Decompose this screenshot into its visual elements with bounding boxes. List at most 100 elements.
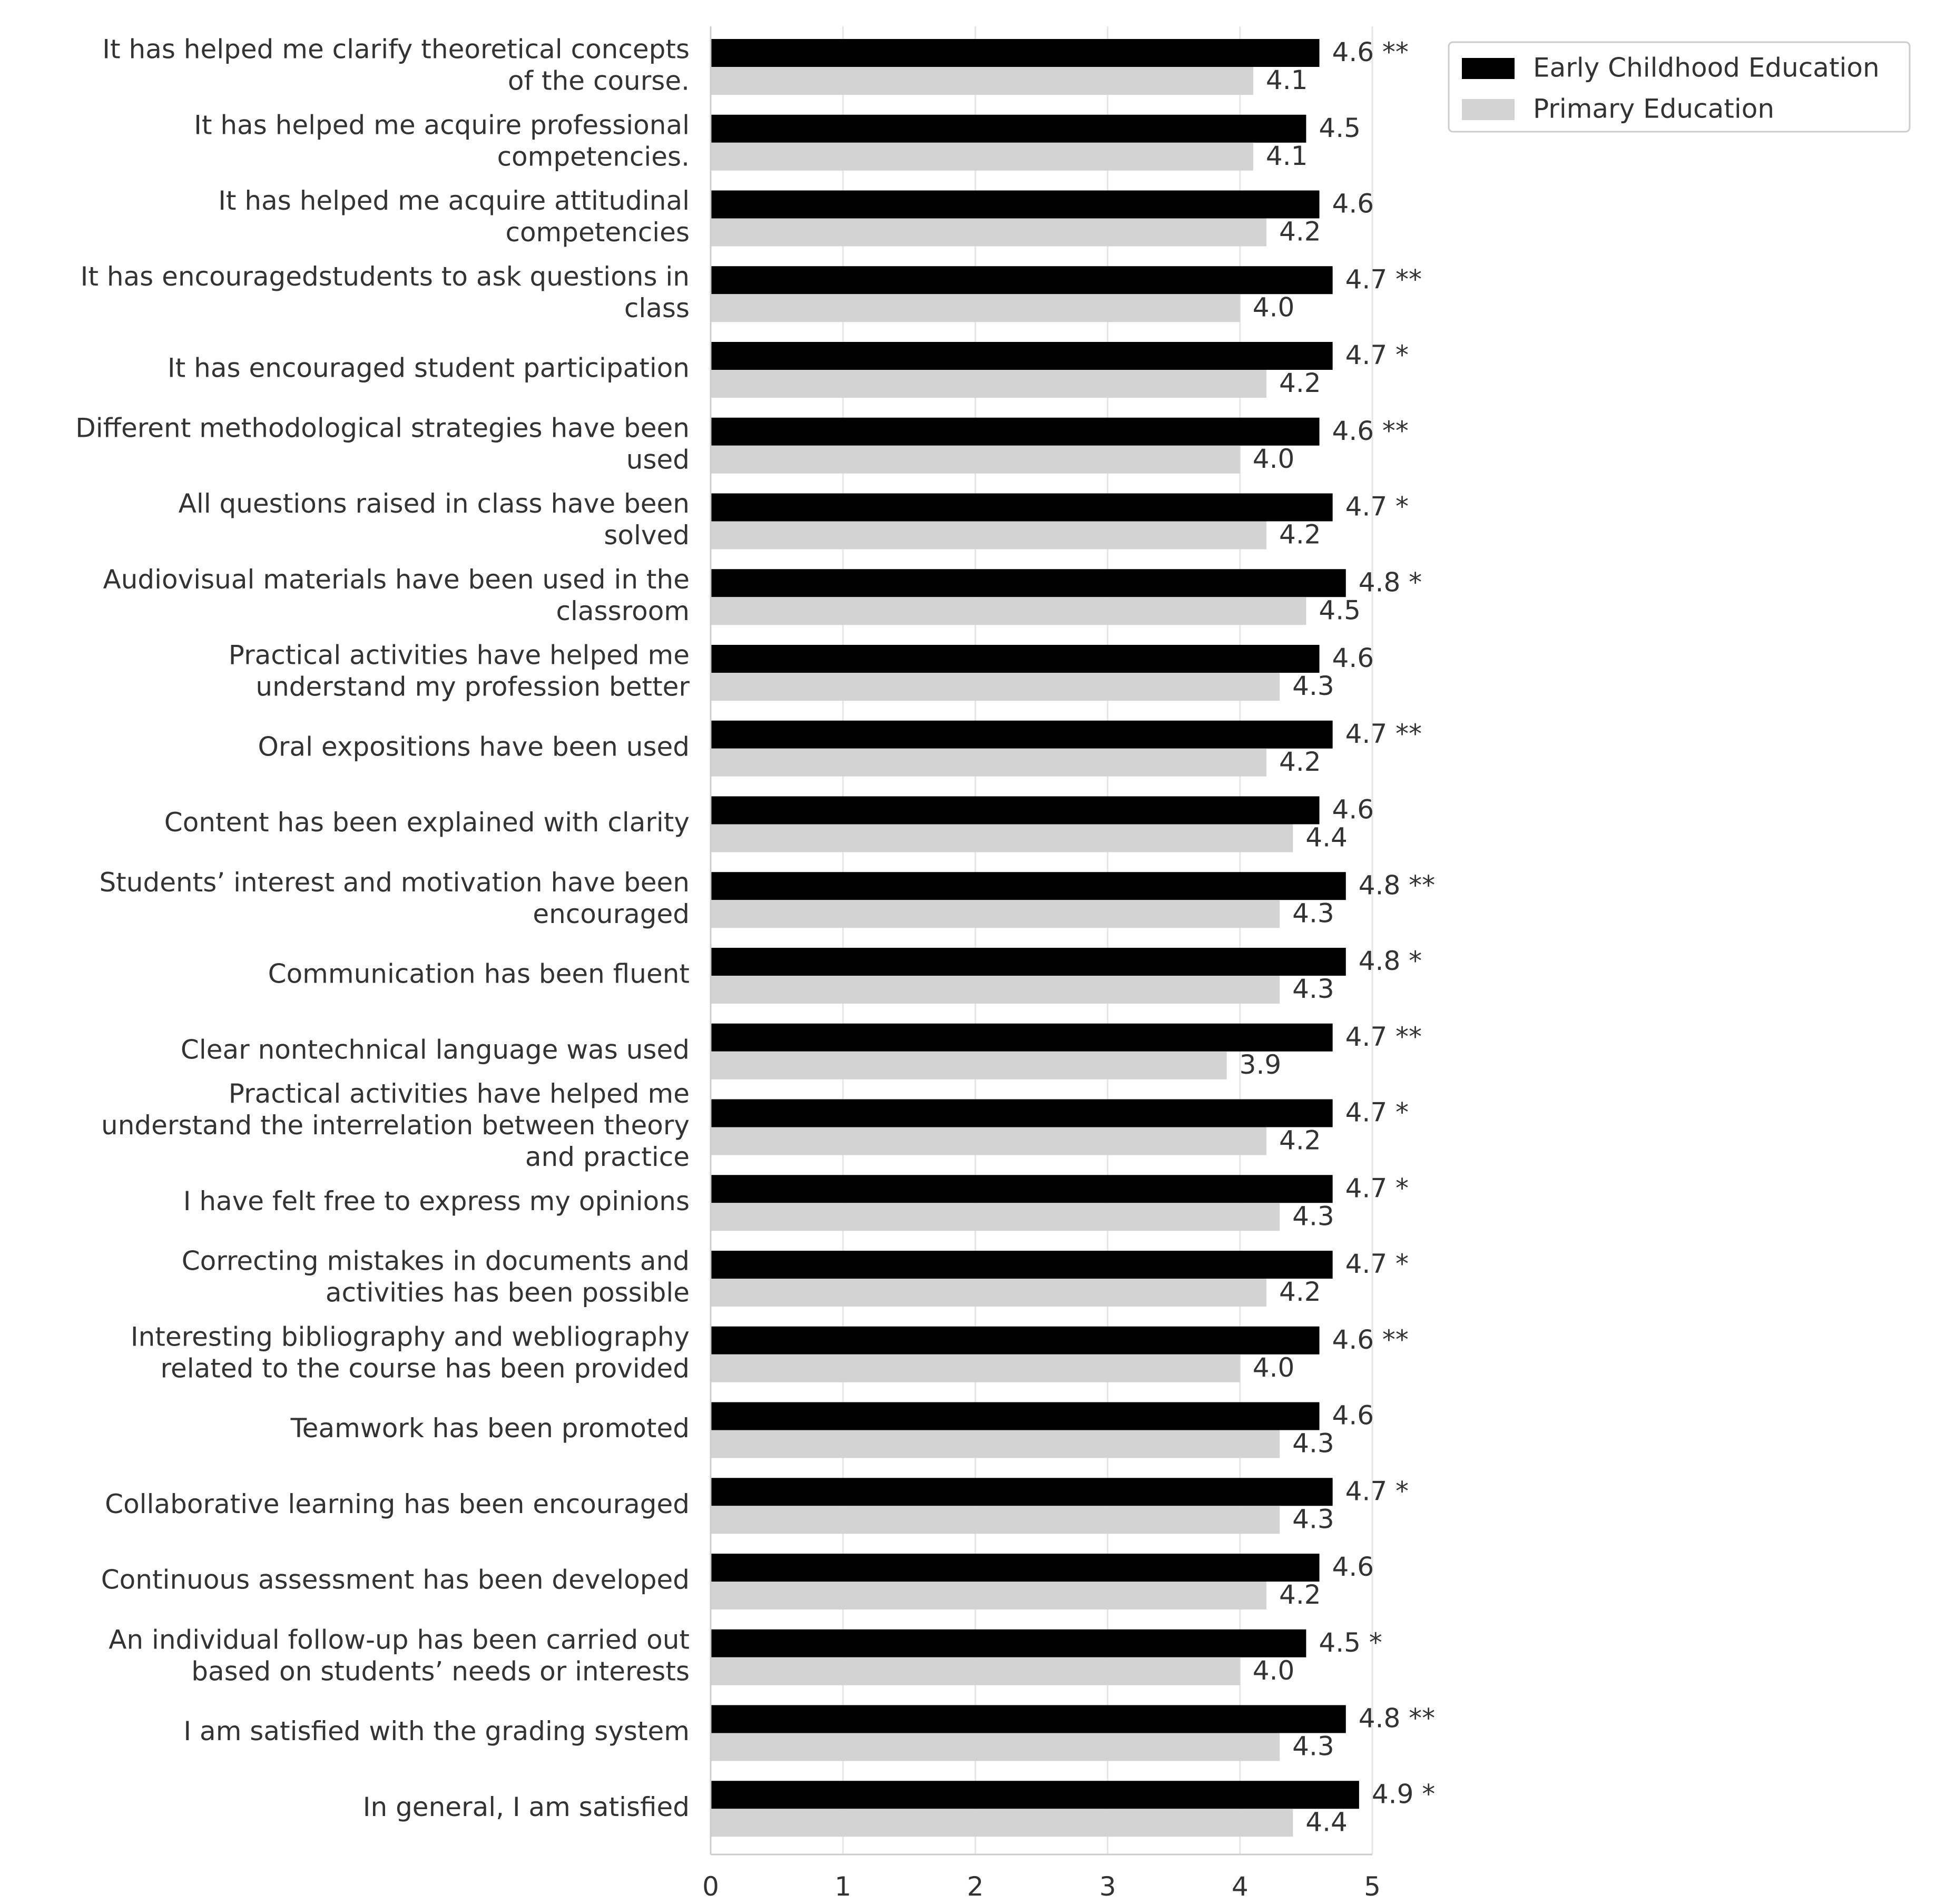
data-label: 4.2 [1279, 217, 1321, 247]
data-label: 4.7 ** [1345, 1022, 1422, 1052]
x-tick-label: 0 [702, 1871, 719, 1901]
data-label: 4.5 * [1319, 1627, 1382, 1658]
data-label: 4.3 [1292, 1428, 1334, 1459]
data-label: 4.0 [1253, 444, 1295, 474]
bar-primary [711, 1354, 1240, 1382]
bars [711, 39, 1359, 1837]
axes: 0 1 2 3 4 5 [702, 26, 1381, 1902]
category-label: Practical activities have helped me under… [229, 640, 690, 702]
data-label: 4.7 * [1345, 1173, 1409, 1203]
data-label: 4.5 [1319, 113, 1361, 143]
category-labels: It has helped me clarify theoretical con… [75, 34, 690, 1822]
bar-primary [711, 142, 1253, 171]
bar-primary [711, 824, 1293, 852]
legend-box [1448, 41, 1911, 133]
category-label: Audiovisual materials have been used in … [103, 564, 690, 626]
bar-early-childhood [711, 569, 1346, 597]
data-label: 4.7 * [1345, 1476, 1409, 1506]
data-label: 4.2 [1279, 519, 1321, 550]
bar-early-childhood [711, 1554, 1320, 1582]
data-label: 3.9 [1240, 1049, 1282, 1080]
category-label: Teamwork has been promoted [290, 1413, 690, 1444]
x-tick-label: 1 [834, 1871, 851, 1901]
data-label: 4.6 [1332, 794, 1374, 825]
bar-early-childhood [711, 948, 1346, 976]
bar-primary [711, 445, 1240, 474]
bar-primary [711, 1582, 1267, 1609]
category-label: Practical activities have helped me under… [101, 1078, 690, 1172]
data-label: 4.2 [1279, 368, 1321, 398]
value-labels: 4.6 ** 4.5 4.6 4.7 ** 4.7 * 4.6 ** 4.7 * 4.8 * 4… [1240, 37, 1436, 1837]
bar-early-childhood [711, 872, 1346, 900]
data-label: 4.8 * [1359, 946, 1422, 976]
bar-primary [711, 1203, 1280, 1231]
bar-early-childhood [711, 114, 1306, 143]
category-label: It has helped me acquire professional com… [194, 110, 690, 172]
bar-early-childhood [711, 1175, 1333, 1203]
data-label: 4.2 [1279, 747, 1321, 777]
bar-primary [711, 1127, 1267, 1155]
category-label: All questions raised in class have been s… [179, 488, 690, 551]
x-tick-label: 2 [967, 1871, 984, 1901]
category-label: Continuous assessment has been developed [101, 1565, 690, 1595]
category-label: I have felt free to express my opinions [183, 1186, 690, 1216]
data-label: 4.1 [1266, 141, 1308, 171]
data-label: 4.6 ** [1332, 37, 1409, 67]
bar-primary [711, 1430, 1280, 1458]
bar-primary [711, 1051, 1227, 1079]
data-label: 4.7 ** [1345, 719, 1422, 749]
legend-swatch [1462, 99, 1515, 120]
data-label: 4.3 [1292, 1731, 1334, 1762]
bar-early-childhood [711, 266, 1333, 295]
bar-early-childhood [711, 1478, 1333, 1506]
data-label: 4.6 ** [1332, 416, 1409, 446]
bar-primary [711, 294, 1240, 322]
bar-primary [711, 1279, 1267, 1307]
bar-early-childhood [711, 1402, 1320, 1430]
bar-early-childhood [711, 1781, 1359, 1809]
category-label: Interesting bibliography and webliograph… [131, 1321, 690, 1383]
category-label: Different methodological strategies have… [75, 413, 690, 475]
category-label: I am satisfied with the grading system [183, 1716, 690, 1746]
bar-primary [711, 521, 1267, 549]
bar-early-childhood [711, 645, 1320, 673]
bar-primary [711, 597, 1306, 625]
x-tick-label: 3 [1099, 1871, 1116, 1901]
data-label: 4.3 [1292, 1504, 1334, 1534]
legend-label: Early Childhood Education [1533, 53, 1880, 83]
bar-primary [711, 218, 1267, 247]
bar-primary [711, 900, 1280, 928]
data-label: 4.1 [1266, 65, 1308, 95]
bar-early-childhood [711, 342, 1333, 370]
data-label: 4.6 [1332, 189, 1374, 219]
data-label: 4.8 * [1359, 567, 1422, 597]
data-label: 4.6 [1332, 1552, 1374, 1582]
bar-primary [711, 976, 1280, 1004]
category-label: It has helped me clarify theoretical con… [102, 34, 690, 96]
category-label: It has encouraged student participation [168, 353, 690, 384]
data-label: 4.8 ** [1359, 870, 1435, 900]
data-label: 4.7 * [1345, 1097, 1409, 1128]
category-label: An individual follow-up has been carried… [109, 1624, 690, 1686]
bar-primary [711, 67, 1253, 95]
data-label: 4.2 [1279, 1579, 1321, 1610]
data-label: 4.7 * [1345, 1249, 1409, 1279]
bar-primary [711, 748, 1267, 777]
category-label: Collaborative learning has been encourag… [105, 1489, 690, 1519]
category-label: Communication has been fluent [268, 959, 690, 989]
data-label: 4.3 [1292, 671, 1334, 701]
category-label: Clear nontechnical language was used [181, 1034, 690, 1065]
data-label: 4.7 ** [1345, 264, 1422, 295]
category-label: Correcting mistakes in documents and acti… [182, 1246, 690, 1308]
bar-primary [711, 673, 1280, 701]
data-label: 4.7 * [1345, 340, 1409, 370]
data-label: 4.3 [1292, 974, 1334, 1004]
data-label: 4.2 [1279, 1125, 1321, 1156]
data-label: 4.0 [1253, 1655, 1295, 1686]
data-label: 4.4 [1305, 822, 1348, 853]
data-label: 4.7 * [1345, 492, 1409, 522]
data-label: 4.6 ** [1332, 1324, 1409, 1355]
bar-early-childhood [711, 190, 1320, 219]
